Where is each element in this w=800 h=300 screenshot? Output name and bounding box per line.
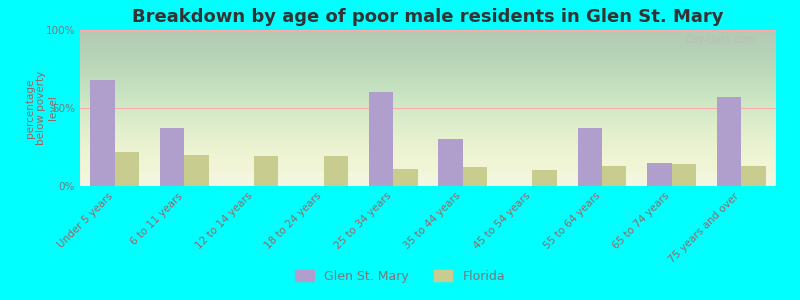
Bar — [90, 80, 115, 186]
Bar — [115, 152, 139, 186]
Bar — [323, 156, 348, 186]
Bar — [160, 128, 185, 186]
Bar — [533, 170, 557, 186]
Title: Breakdown by age of poor male residents in Glen St. Mary: Breakdown by age of poor male residents … — [132, 8, 724, 26]
Bar — [578, 128, 602, 186]
Bar — [742, 166, 766, 186]
Bar — [185, 155, 209, 186]
Bar — [717, 97, 741, 186]
Bar — [394, 169, 418, 186]
Bar — [602, 166, 626, 186]
Bar — [369, 92, 394, 186]
Y-axis label: percentage
below poverty
level: percentage below poverty level — [25, 71, 58, 145]
Text: City-Data.com: City-Data.com — [686, 35, 755, 45]
Bar — [672, 164, 696, 186]
Bar — [647, 163, 672, 186]
Bar — [463, 167, 487, 186]
Bar — [254, 156, 278, 186]
Legend: Glen St. Mary, Florida: Glen St. Mary, Florida — [290, 265, 510, 288]
Bar — [438, 139, 462, 186]
